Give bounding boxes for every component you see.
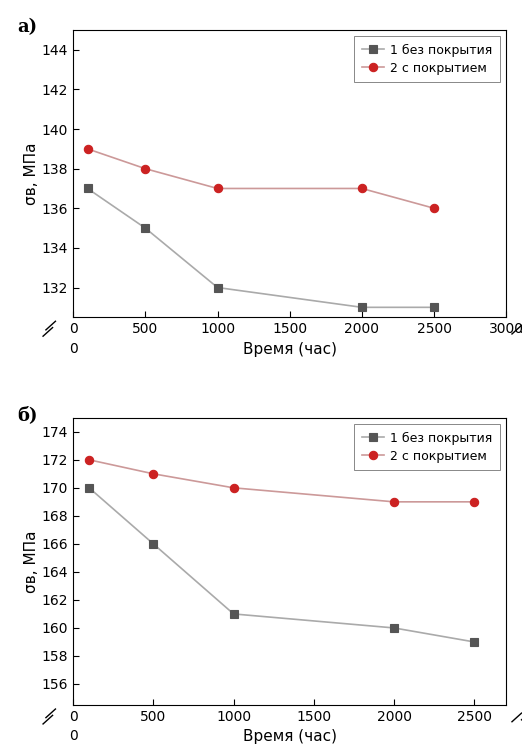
2 с покрытием — [471, 497, 478, 506]
2 с покрытием — [150, 470, 157, 478]
2 с покрытием — [359, 184, 365, 193]
2 с покрытием — [431, 204, 437, 213]
1 без покрытия — [359, 303, 365, 312]
Line: 2 с покрытием: 2 с покрытием — [85, 456, 479, 506]
1 без покрытия — [215, 283, 221, 292]
1 без покрытия — [86, 483, 92, 492]
Legend: 1 без покрытия, 2 с покрытием: 1 без покрытия, 2 с покрытием — [354, 36, 500, 82]
Y-axis label: σв, МПа: σв, МПа — [24, 142, 39, 205]
Legend: 1 без покрытия, 2 с покрытием: 1 без покрытия, 2 с покрытием — [354, 424, 500, 470]
Text: б): б) — [17, 406, 37, 424]
1 без покрытия — [431, 303, 437, 312]
1 без покрытия — [142, 224, 148, 232]
2 с покрытием — [85, 144, 91, 153]
Text: а): а) — [17, 19, 37, 37]
1 без покрытия — [230, 610, 236, 619]
1 без покрытия — [150, 539, 157, 548]
2 с покрытием — [230, 483, 236, 492]
1 без покрытия — [85, 184, 91, 193]
2 с покрытием — [391, 497, 397, 506]
Y-axis label: σв, МПа: σв, МПа — [24, 530, 39, 592]
2 с покрытием — [215, 184, 221, 193]
Text: 0: 0 — [69, 342, 77, 355]
2 с покрытием — [142, 164, 148, 173]
1 без покрытия — [471, 638, 478, 646]
Line: 1 без покрытия: 1 без покрытия — [85, 484, 479, 646]
1 без покрытия — [391, 623, 397, 632]
Line: 1 без покрытия: 1 без покрытия — [84, 184, 438, 311]
Line: 2 с покрытием: 2 с покрытием — [84, 145, 438, 212]
X-axis label: Время (час): Время (час) — [243, 342, 337, 357]
Text: 0: 0 — [69, 730, 77, 743]
2 с покрытием — [86, 455, 92, 464]
X-axis label: Время (час): Время (час) — [243, 730, 337, 745]
